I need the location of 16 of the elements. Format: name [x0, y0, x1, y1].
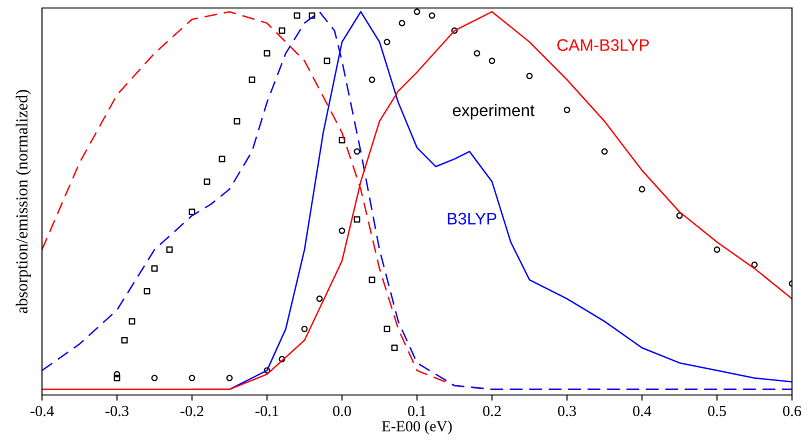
x-tick-label: 0.5	[708, 406, 726, 416]
series-label: experiment	[452, 104, 534, 120]
x-tick-label: 0.2	[483, 406, 501, 416]
x-tick-label: 0.6	[783, 406, 802, 416]
x-tick-label: 0.4	[633, 406, 652, 416]
x-tick-label: -0.3	[105, 406, 128, 416]
y-axis-title: absorption/emission (normalized)	[16, 90, 31, 314]
x-axis-title: E-E00 (eV)	[382, 420, 452, 435]
series-label: B3LYP	[448, 212, 496, 225]
x-tick-label: 0.3	[558, 406, 576, 416]
x-tick-label: -0.2	[180, 406, 204, 416]
x-tick-label: -0.1	[255, 406, 278, 416]
x-tick-label: 0.1	[408, 406, 426, 416]
series-label: CAM-B3LYP	[557, 39, 649, 51]
x-tick-label: -0.4	[30, 406, 54, 416]
x-tick-label: 0.0	[333, 406, 351, 416]
